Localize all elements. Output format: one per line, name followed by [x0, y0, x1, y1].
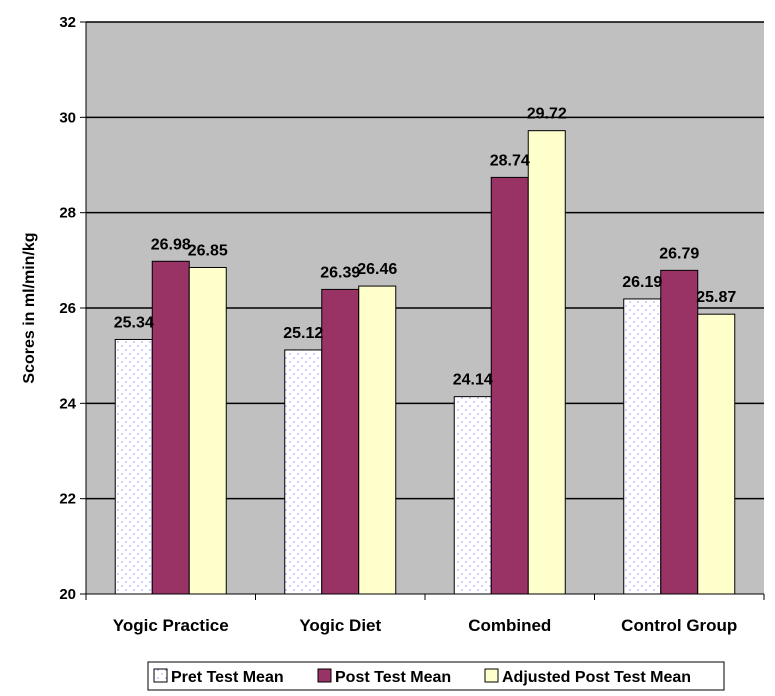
bar-pret-test-mean: [114, 338, 153, 595]
bar-post-test-mean: [321, 288, 360, 595]
bar-post-test-mean: [151, 260, 190, 595]
legend: Pret Test Mean Post Test Mean Adjusted Pos…: [147, 661, 725, 691]
bar-adjusted-post-test-mean: [697, 313, 736, 595]
y-tick-label: 22: [59, 491, 76, 508]
x-category-label: Yogic Practice: [113, 616, 229, 635]
data-label: 25.34: [114, 314, 154, 331]
bar-post-test-mean: [490, 176, 529, 595]
y-tick-label: 32: [59, 14, 76, 31]
data-label: 24.14: [453, 372, 493, 389]
legend-swatch: [317, 668, 332, 683]
x-category-label: Control Group: [621, 616, 737, 635]
data-label: 26.79: [659, 245, 699, 262]
axes: [85, 22, 765, 600]
data-label: 29.72: [527, 106, 567, 123]
data-label: 28.74: [490, 152, 530, 169]
bar-adjusted-post-test-mean: [188, 266, 227, 595]
data-label: 26.85: [188, 242, 228, 259]
data-label: 26.39: [320, 264, 360, 281]
legend-label: Adjusted Post Test Mean: [502, 669, 691, 686]
data-labels: 25.34 25.12 24.14 26.19 26.98 26.39 28.74 26.79…: [114, 106, 737, 389]
legend-label: Pret Test Mean: [171, 669, 284, 686]
data-label: 26.46: [357, 261, 397, 278]
y-tick-labels: 20 22 24 26 28 30 32: [59, 14, 76, 603]
legend-label: Post Test Mean: [335, 669, 451, 686]
y-tick-label: 30: [59, 109, 76, 126]
bars: [114, 130, 736, 595]
x-category-label: Yogic Diet: [299, 616, 381, 635]
x-category-labels: Yogic Practice Yogic Diet Combined Control …: [113, 616, 738, 635]
legend-box: [147, 661, 725, 691]
y-tick-label: 20: [59, 586, 76, 603]
legend-swatch: [153, 668, 168, 683]
bar-adjusted-post-test-mean: [358, 285, 397, 595]
data-label: 25.12: [283, 325, 323, 342]
y-tick-label: 28: [59, 205, 76, 222]
bar-post-test-mean: [660, 269, 699, 595]
x-category-label: Combined: [468, 616, 551, 635]
y-axis-label: Scores in ml/min/kg: [21, 232, 38, 383]
bar-pret-test-mean: [284, 349, 323, 595]
data-label: 26.19: [622, 274, 662, 291]
y-tick-label: 26: [59, 300, 76, 317]
data-label: 26.98: [151, 236, 191, 253]
bar-adjusted-post-test-mean: [527, 130, 566, 595]
bar-pret-test-mean: [453, 396, 492, 595]
y-tick-label: 24: [59, 395, 76, 412]
data-label: 25.87: [696, 289, 736, 306]
legend-swatch: [484, 668, 499, 683]
bar-pret-test-mean: [623, 298, 662, 595]
